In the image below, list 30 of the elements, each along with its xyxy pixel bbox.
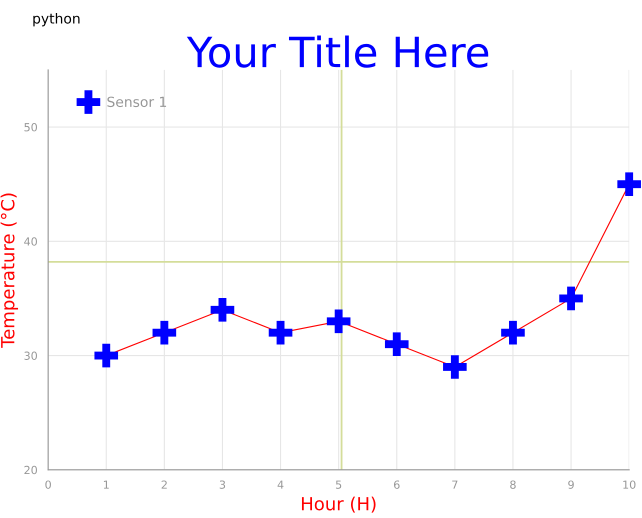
point: [384, 332, 409, 356]
point: [94, 344, 118, 368]
point: [268, 320, 292, 345]
x-tick-label: 3: [220, 480, 226, 489]
text: python: [33, 12, 80, 26]
x-tick-label: 1: [104, 480, 109, 489]
x-tick-label: 0: [45, 480, 51, 489]
x-axis-title: Hour (H): [302, 496, 376, 513]
y-tick-label: 20: [24, 466, 37, 474]
point: [152, 320, 176, 345]
chart-title: Your Title Here: [186, 35, 488, 68]
y-tick-label: 40: [24, 237, 37, 246]
point: [443, 355, 467, 379]
point: [559, 286, 583, 310]
x-tick-label: 4: [278, 480, 284, 489]
x-tick-label: 9: [568, 480, 574, 489]
point: [210, 298, 234, 322]
point: [326, 309, 350, 334]
x-tick-label: 5: [336, 480, 342, 489]
legend-label: Sensor 1: [107, 96, 166, 108]
x-tick-label: 8: [510, 480, 516, 489]
point: [501, 320, 525, 345]
point: [617, 172, 641, 196]
y-axis-title: Temperature (°C): [0, 194, 18, 348]
x-tick-label: 7: [452, 480, 458, 489]
y-tick-label: 30: [24, 352, 37, 360]
x-tick-label: 10: [623, 480, 636, 489]
x-tick-label: 2: [162, 480, 167, 489]
x-tick-label: 6: [394, 480, 400, 489]
y-tick-label: 50: [24, 123, 37, 132]
